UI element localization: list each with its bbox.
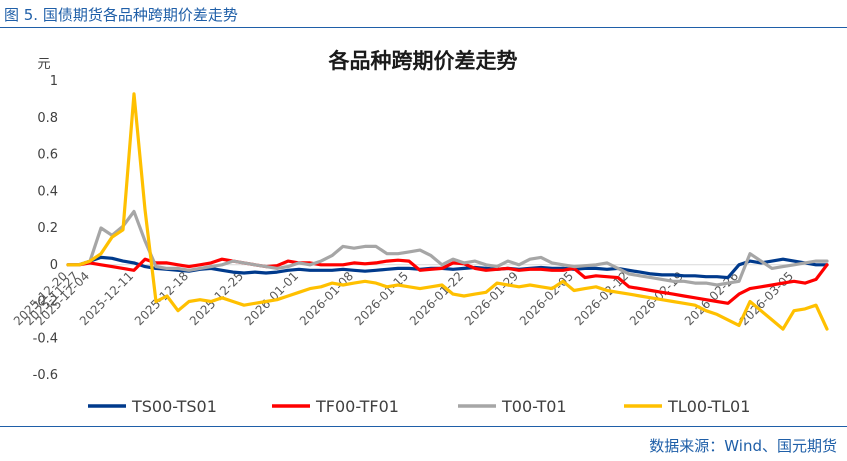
y-tick-label: 0.6 xyxy=(37,148,58,163)
x-tick-label: 2026-01-22 xyxy=(407,269,466,328)
series-line-tl00-tl01 xyxy=(66,92,829,331)
x-tick-label: 2026-01-01 xyxy=(242,269,301,328)
series-line-t00-t01 xyxy=(66,209,829,287)
legend: TS00-TS01 TF00-TF01 T00-T01 TL00-TL01 xyxy=(88,397,750,416)
y-tick-label: -0.6 xyxy=(33,368,58,383)
x-tick-label: 2026-01-29 xyxy=(462,269,521,328)
legend-label: TS00-TS01 xyxy=(131,397,217,416)
y-axis-unit-label: 元 xyxy=(37,57,50,72)
y-tick-label: -0.4 xyxy=(33,331,58,346)
source-note: 数据来源：Wind、国元期货 xyxy=(649,437,837,455)
footer-divider xyxy=(0,426,847,427)
y-tick-label: 0 xyxy=(50,258,58,273)
legend-label: TF00-TF01 xyxy=(315,397,399,416)
legend-label: TL00-TL01 xyxy=(667,397,750,416)
x-tick-label: 2026-01-15 xyxy=(352,269,411,328)
series-lines xyxy=(66,92,829,331)
x-tick-label: 2026-01-08 xyxy=(297,269,356,328)
series-line-tf00-tf01 xyxy=(66,257,829,305)
y-tick-label: 0.8 xyxy=(37,111,58,126)
figure-header: 图 5. 国债期货各品种跨期价差走势 xyxy=(0,0,847,28)
legend-label: T00-T01 xyxy=(501,397,567,416)
header-divider xyxy=(0,27,847,28)
figure-label: 图 5. 国债期货各品种跨期价差走势 xyxy=(4,6,238,24)
x-axis-ticks: 2025-12-202025-11-272025-12-042025-12-11… xyxy=(11,269,796,328)
y-axis-ticks: 1 0.8 0.6 0.4 0.2 0 -0.2 -0.4 -0.6 xyxy=(33,74,58,383)
y-tick-label: 0.2 xyxy=(37,221,58,236)
line-chart: 各品种跨期价差走势 元 1 0.8 0.6 0.4 0.2 0 -0.2 -0.4 -0.6 2… xyxy=(11,49,829,416)
figure-footer: 数据来源：Wind、国元期货 xyxy=(0,426,847,461)
y-tick-label: 0.4 xyxy=(37,184,58,199)
y-tick-label: -0.2 xyxy=(33,295,58,310)
chart-title: 各品种跨期价差走势 xyxy=(328,49,518,73)
y-tick-label: 1 xyxy=(50,74,58,89)
x-tick-label: 2026-02-05 xyxy=(517,269,576,328)
